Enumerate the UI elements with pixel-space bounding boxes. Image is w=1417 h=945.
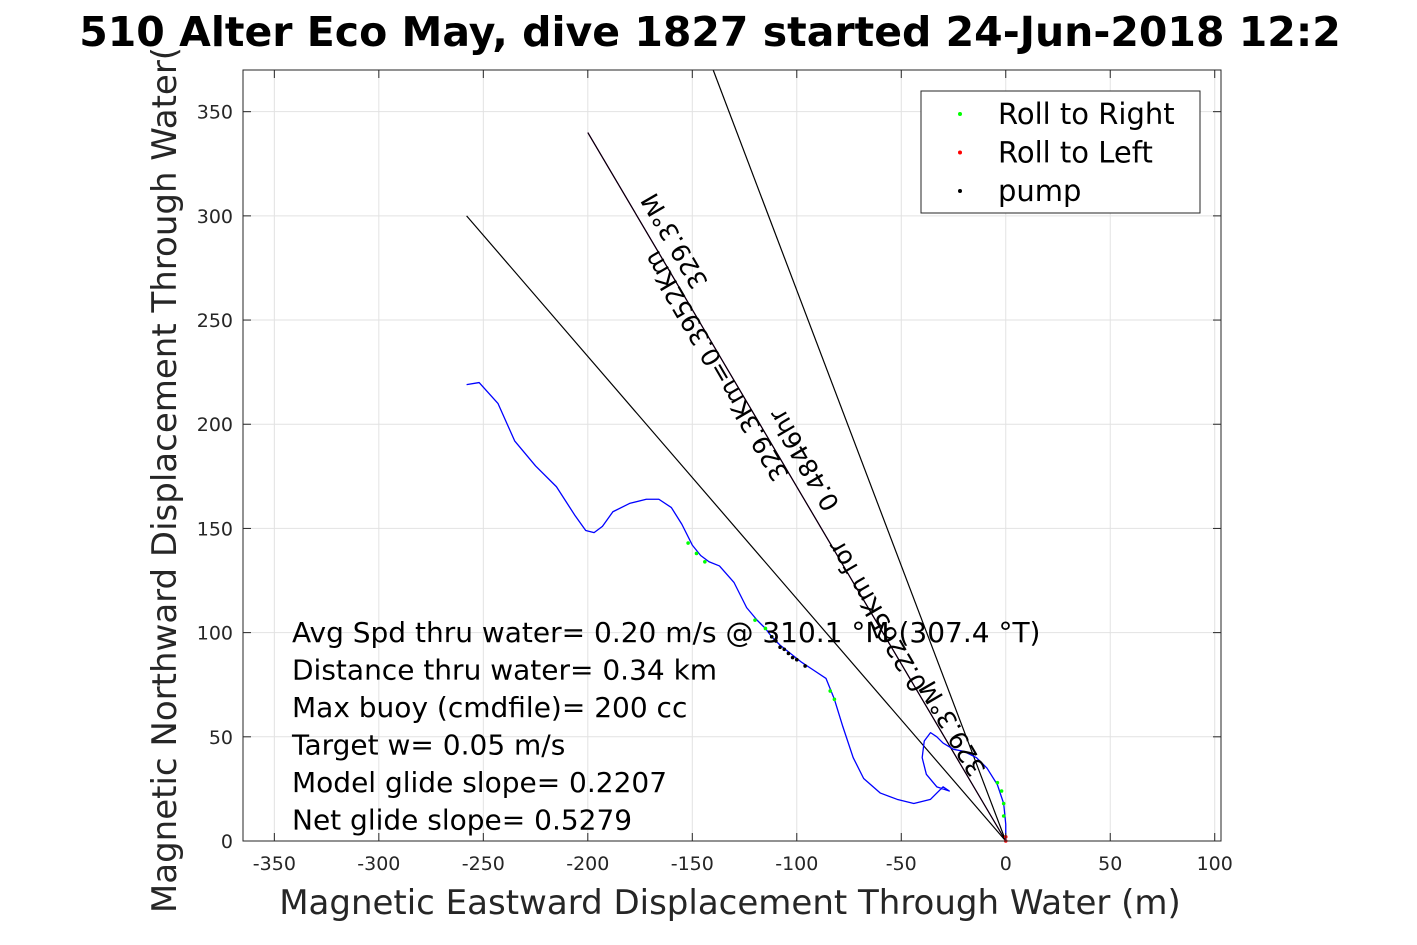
x-tick-label: -50: [886, 853, 917, 875]
y-tick-label: 50: [209, 727, 233, 749]
ticks: -350 -300 -250 -200 -150 -100 -50 0 50 100 0 50 100 1…: [197, 70, 1233, 875]
roll-right-point: [763, 626, 768, 631]
x-tick-label: -250: [462, 853, 505, 875]
plot-frame: [242, 69, 1222, 842]
dive-stat-annotation: Target w= 0.05 m/s: [291, 729, 565, 762]
x-tick-label: -150: [671, 853, 714, 875]
x-tick-label: 50: [1098, 853, 1122, 875]
roll-right-point: [999, 789, 1004, 793]
dive-stat-annotation: Model glide slope= 0.2207: [292, 766, 667, 799]
heading-line-label: 329.3Km=0.3952Km: [638, 246, 795, 486]
x-axis-label: Magnetic Eastward Displacement Through W…: [279, 883, 1181, 923]
x-tick-label: -300: [357, 853, 400, 875]
roll-right-point: [832, 697, 837, 702]
pump-point: [769, 634, 774, 639]
legend-entry: Roll to Right: [998, 97, 1175, 131]
pump-point: [790, 655, 795, 660]
roll-right-point: [703, 559, 707, 564]
x-tick-label: -350: [253, 853, 296, 875]
legend-entry: Roll to Left: [998, 136, 1153, 170]
track: [466, 381, 1007, 841]
legend: Roll to Right Roll to Left pump: [920, 90, 1201, 214]
x-tick-label: 100: [1197, 853, 1233, 875]
y-tick-label: 150: [197, 518, 233, 540]
dive-stat-annotation: Max buoy (cmdfile)= 200 cc: [292, 691, 687, 724]
roll-right-point: [828, 689, 833, 693]
pump-point: [778, 645, 782, 650]
dive-stat-annotation: Avg Spd thru water= 0.20 m/s @ 310.1 °M …: [292, 616, 1040, 649]
legend-box: [920, 90, 1201, 214]
y-axis-label: Magnetic Northward Displacement Through …: [145, 47, 185, 913]
heading-line-label: 329.3°M: [913, 676, 991, 782]
pump-point: [774, 639, 778, 643]
x-tick-label: -200: [566, 853, 609, 875]
x-tick-label: -100: [775, 853, 818, 875]
chart-title: 510 Alter Eco May, dive 1827 started 24-…: [79, 8, 1341, 56]
roll-right-point: [995, 780, 1000, 785]
y-tick-label: 200: [197, 414, 233, 436]
legend-marker: [958, 189, 962, 193]
x-tick-label: 0: [1000, 853, 1012, 875]
dive-stat-annotation: Distance thru water= 0.34 km: [292, 654, 717, 687]
heading-reference-line: [587, 132, 1007, 842]
pump-point: [782, 647, 787, 652]
dive-stat-annotation: Net glide slope= 0.5279: [292, 804, 632, 837]
y-tick-label: 350: [197, 102, 233, 124]
dive-track-line: [466, 381, 1007, 841]
annotations: Avg Spd thru water= 0.20 m/s @ 310.1 °M …: [291, 616, 1040, 837]
y-tick-label: 300: [197, 206, 233, 228]
roll-right-point: [686, 541, 690, 545]
pump-point: [803, 664, 807, 668]
y-tick-label: 0: [221, 831, 233, 853]
heading-reference-line: [466, 215, 1007, 842]
roll-right-point: [1001, 801, 1006, 806]
pump-point: [794, 657, 799, 662]
y-tick-label: 100: [197, 623, 233, 645]
roll-right-point: [753, 618, 757, 622]
legend-marker: [958, 112, 962, 116]
line-labels: 329.3°M329.3Km=0.3952Km0.4846hr0.2265Km …: [635, 188, 991, 781]
roll-right-point: [1001, 814, 1006, 818]
heading-reference-line: [712, 69, 1007, 842]
y-tick-label: 250: [197, 310, 233, 332]
legend-marker: [958, 150, 962, 155]
reference-lines: [466, 69, 1007, 842]
legend-entry: pump: [998, 174, 1081, 208]
roll-right-point: [694, 551, 699, 556]
pump-point: [786, 651, 791, 656]
